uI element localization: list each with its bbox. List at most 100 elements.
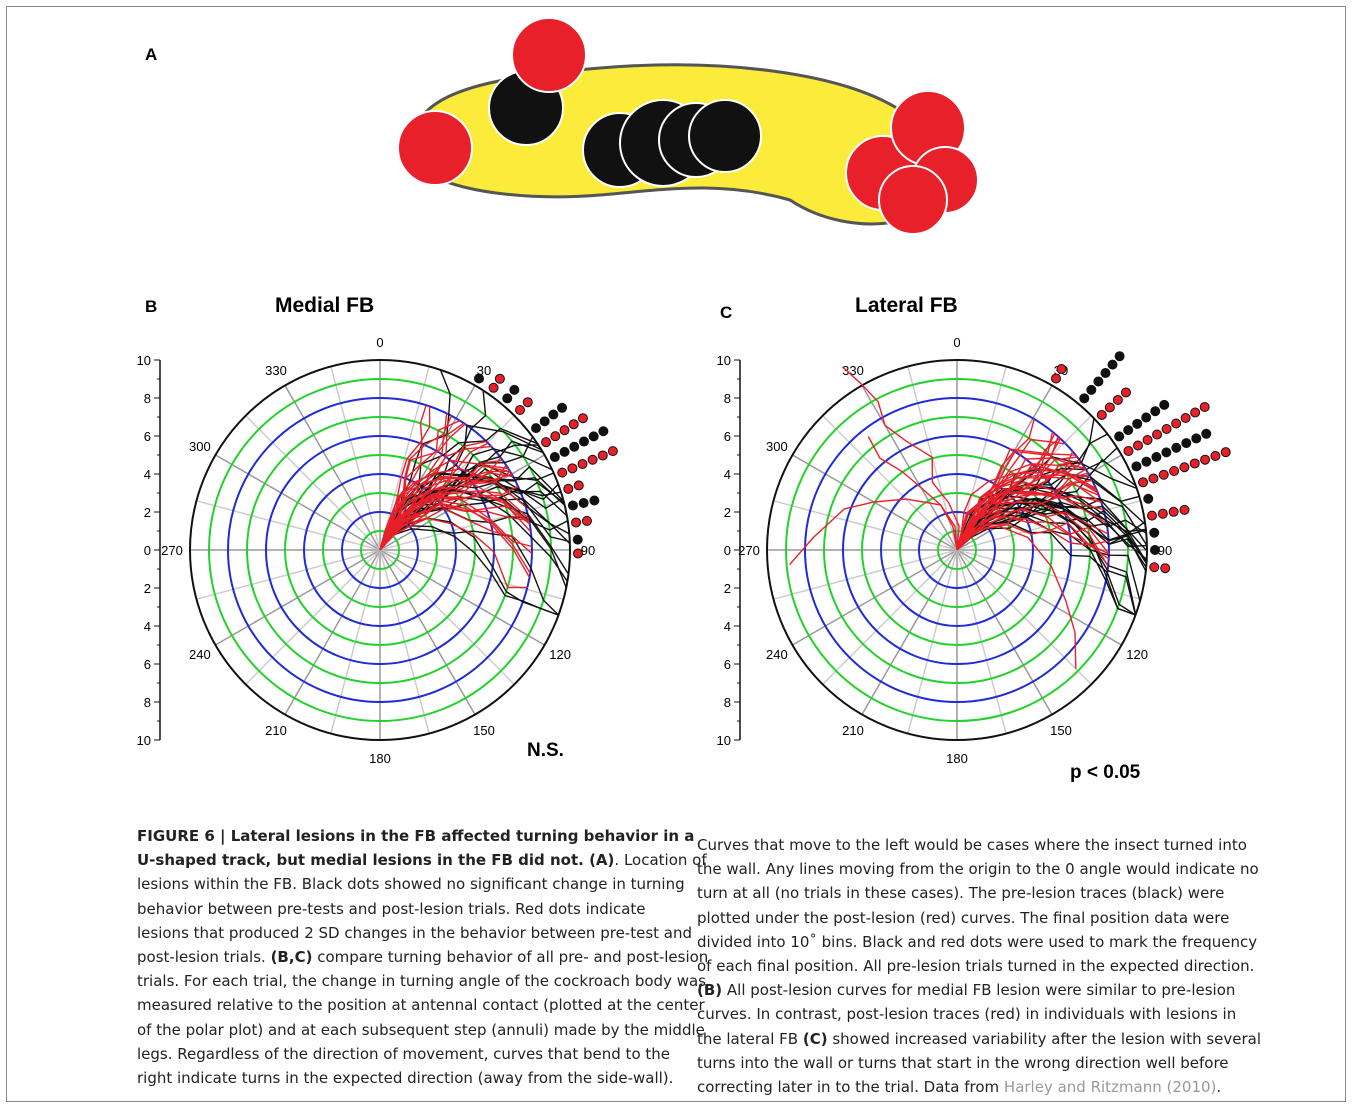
axis-tick-label: 8 xyxy=(724,695,731,710)
end-dot xyxy=(573,535,582,544)
end-dot xyxy=(579,437,588,446)
axis-tick-label: 4 xyxy=(144,619,151,634)
end-dot xyxy=(1162,425,1171,434)
panel-title: Lateral FB xyxy=(855,294,958,317)
axis-tick-label: 6 xyxy=(724,429,731,444)
end-dot xyxy=(1124,426,1133,435)
end-dot xyxy=(560,426,569,435)
end-dot xyxy=(568,464,577,473)
caption-text: legs. Regardless of the direction of mov… xyxy=(137,1042,708,1066)
angle-label: 300 xyxy=(189,439,211,454)
angle-label: 240 xyxy=(766,647,788,662)
end-dot xyxy=(542,438,551,447)
end-dot xyxy=(495,374,504,383)
angle-label: 270 xyxy=(161,543,183,558)
end-dot xyxy=(1080,394,1089,403)
panel-label: C xyxy=(720,303,732,322)
end-dot xyxy=(1161,564,1170,573)
end-dot xyxy=(598,451,607,460)
end-dot xyxy=(523,398,532,407)
end-dot xyxy=(1139,478,1148,487)
end-dot xyxy=(489,383,498,392)
caption-text: turn at all (no trials in these cases). … xyxy=(697,882,1261,906)
caption-text: turns into the wall or turns that start … xyxy=(697,1052,1261,1076)
caption-text: Curves that move to the left would be ca… xyxy=(697,834,1261,858)
end-dot xyxy=(1052,374,1061,383)
caption-text: correcting later in to the trial. Data f… xyxy=(697,1078,1004,1096)
axis-tick-label: 4 xyxy=(724,619,731,634)
caption-text: lesions within the FB. Black dots showed… xyxy=(137,872,708,896)
end-dot xyxy=(1132,462,1141,471)
reference-link[interactable]: Harley and Ritzmann (2010) xyxy=(1004,1078,1216,1096)
angle-label: 270 xyxy=(738,543,760,558)
end-dot xyxy=(582,516,591,525)
end-dot xyxy=(1159,470,1168,479)
end-dot xyxy=(1124,447,1133,456)
end-dot xyxy=(1152,453,1161,462)
angle-label: 120 xyxy=(549,647,571,662)
end-dot xyxy=(1087,385,1096,394)
angle-label: 330 xyxy=(265,363,287,378)
axis-tick-label: 8 xyxy=(144,391,151,406)
angle-label: 0 xyxy=(953,335,960,350)
axis-tick-label: 8 xyxy=(724,391,731,406)
caption-text: post-lesion trials. xyxy=(137,948,271,966)
end-dot xyxy=(503,394,512,403)
polar-plot: 0309012015018021024027030033010864202468… xyxy=(137,335,618,766)
end-dot xyxy=(1142,413,1151,422)
axis-tick-label: 4 xyxy=(144,467,151,482)
end-dot xyxy=(1169,507,1178,516)
axis-tick-label: 6 xyxy=(144,657,151,672)
caption-text: . Location of xyxy=(614,851,706,869)
caption-text: divided into 10˚ bins. Black and red dot… xyxy=(697,931,1261,955)
end-dot xyxy=(551,432,560,441)
end-dot xyxy=(1115,352,1124,361)
end-dot xyxy=(1108,360,1117,369)
caption-text: of each final position. All pre-lesion t… xyxy=(697,955,1261,979)
end-dot xyxy=(608,447,617,456)
caption-left: FIGURE 6 | Lateral lesions in the FB aff… xyxy=(137,824,708,1090)
end-dot xyxy=(574,481,583,490)
angle-label: 210 xyxy=(842,723,864,738)
end-dot xyxy=(1094,377,1103,386)
page: A B Medial FB N.S. C Lateral FB p < 0.05… xyxy=(0,0,1354,1109)
end-dot xyxy=(1172,443,1181,452)
end-dot xyxy=(1181,414,1190,423)
caption-text: (B,C) xyxy=(271,948,313,966)
end-dot xyxy=(1121,388,1130,397)
end-dot xyxy=(568,501,577,510)
angle-label: 150 xyxy=(473,723,495,738)
end-dot xyxy=(1191,408,1200,417)
angle-label: 90 xyxy=(581,543,595,558)
polar-plot: 0309012015018021024027030033010864202468… xyxy=(717,335,1231,766)
axis-tick-label: 0 xyxy=(144,543,151,558)
axis-tick-label: 10 xyxy=(717,733,731,748)
caption-text: (B) xyxy=(697,981,722,999)
caption-text: the lateral FB xyxy=(697,1030,803,1048)
end-dot xyxy=(573,549,582,558)
axis-tick-label: 2 xyxy=(144,505,151,520)
caption-text: trials. For each trial, the change in tu… xyxy=(137,969,708,993)
angle-label: 0 xyxy=(376,335,383,350)
end-dot xyxy=(590,496,599,505)
caption-text: U-shaped track, but medial lesions in th… xyxy=(137,851,614,869)
fb-diagram xyxy=(398,18,978,234)
end-dot xyxy=(1150,528,1159,537)
end-dot xyxy=(1221,448,1230,457)
end-dot xyxy=(588,455,597,464)
caption-text: of the polar plot) and at each subsequen… xyxy=(137,1018,708,1042)
end-dot xyxy=(1160,400,1169,409)
end-dot xyxy=(1182,439,1191,448)
trace xyxy=(790,499,957,564)
caption-text: lesions that produced 2 SD changes in th… xyxy=(137,921,708,945)
axis-tick-label: 6 xyxy=(724,657,731,672)
end-dot xyxy=(578,460,587,469)
end-dot xyxy=(1150,563,1159,572)
end-dot xyxy=(540,417,549,426)
end-dot xyxy=(1153,430,1162,439)
caption-text: right indicate turns in the expected dir… xyxy=(137,1066,708,1090)
angle-label: 180 xyxy=(946,751,968,766)
caption-text: behavior between pre-tests and post-lesi… xyxy=(137,897,708,921)
axis-tick-label: 10 xyxy=(717,353,731,368)
end-dot xyxy=(510,385,519,394)
